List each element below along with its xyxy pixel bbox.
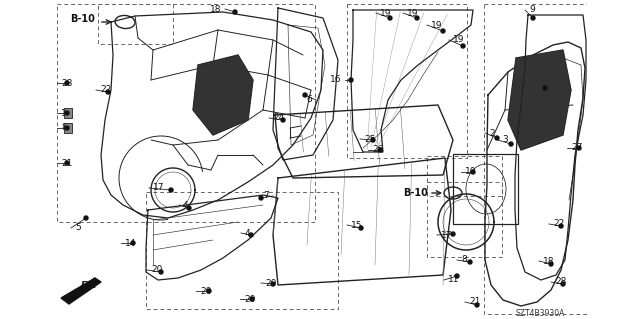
Text: 20: 20 xyxy=(200,286,211,295)
Text: 6: 6 xyxy=(307,95,312,105)
Circle shape xyxy=(441,29,445,33)
Circle shape xyxy=(549,262,553,266)
Circle shape xyxy=(131,241,135,245)
Text: 4: 4 xyxy=(183,201,189,210)
Text: 4: 4 xyxy=(245,228,251,238)
Circle shape xyxy=(249,233,253,237)
Circle shape xyxy=(65,111,69,115)
Circle shape xyxy=(561,282,565,286)
Text: 2: 2 xyxy=(489,129,495,137)
Bar xyxy=(64,108,72,118)
Circle shape xyxy=(233,10,237,14)
Circle shape xyxy=(250,297,254,301)
Text: 21: 21 xyxy=(469,298,481,307)
Text: 20: 20 xyxy=(265,278,276,287)
Text: 5: 5 xyxy=(75,224,81,233)
Circle shape xyxy=(451,232,455,236)
Bar xyxy=(427,182,502,257)
Circle shape xyxy=(468,260,472,264)
Circle shape xyxy=(415,16,419,20)
Text: 3: 3 xyxy=(502,136,508,145)
Polygon shape xyxy=(193,55,253,135)
Circle shape xyxy=(371,138,375,142)
Polygon shape xyxy=(508,50,571,150)
Text: 19: 19 xyxy=(380,9,392,18)
Circle shape xyxy=(531,16,535,20)
Bar xyxy=(98,4,173,44)
Text: FR.: FR. xyxy=(81,280,97,290)
Circle shape xyxy=(475,303,479,307)
Circle shape xyxy=(378,148,382,152)
Text: 17: 17 xyxy=(441,231,452,240)
Text: 18: 18 xyxy=(61,108,72,117)
Text: 8: 8 xyxy=(461,256,467,264)
Bar xyxy=(453,154,518,224)
Text: 21: 21 xyxy=(61,159,72,167)
Text: 16: 16 xyxy=(330,76,341,85)
Text: 19: 19 xyxy=(453,35,465,44)
Text: 19: 19 xyxy=(407,9,419,18)
Text: SZT4B3930A: SZT4B3930A xyxy=(515,308,564,317)
Circle shape xyxy=(187,206,191,210)
Bar xyxy=(427,156,502,196)
Circle shape xyxy=(169,188,173,192)
Circle shape xyxy=(559,224,563,228)
Text: 20: 20 xyxy=(151,265,163,275)
Text: 22: 22 xyxy=(100,85,111,94)
Text: 27: 27 xyxy=(571,144,582,152)
Text: B-10: B-10 xyxy=(70,14,95,24)
Circle shape xyxy=(259,196,263,200)
Circle shape xyxy=(106,90,110,94)
Circle shape xyxy=(471,170,475,174)
Text: 22: 22 xyxy=(553,219,564,228)
Circle shape xyxy=(461,44,465,48)
Circle shape xyxy=(65,126,69,130)
Text: 17: 17 xyxy=(153,183,164,192)
Text: 20: 20 xyxy=(244,294,255,303)
Circle shape xyxy=(65,81,69,85)
Bar xyxy=(453,154,518,224)
Text: 18: 18 xyxy=(209,4,221,13)
Text: 25: 25 xyxy=(364,135,376,144)
Text: 11: 11 xyxy=(448,276,460,285)
Text: 26: 26 xyxy=(372,145,383,154)
Text: 19: 19 xyxy=(431,20,442,29)
Text: 9: 9 xyxy=(529,5,535,14)
Polygon shape xyxy=(61,278,101,304)
Circle shape xyxy=(84,216,88,220)
Text: 28: 28 xyxy=(61,78,72,87)
Circle shape xyxy=(455,274,459,278)
Circle shape xyxy=(359,226,363,230)
Circle shape xyxy=(281,118,285,122)
Text: 14: 14 xyxy=(125,239,136,248)
Text: 24: 24 xyxy=(273,114,284,122)
Circle shape xyxy=(207,289,211,293)
Circle shape xyxy=(271,282,275,286)
Circle shape xyxy=(65,161,69,165)
Text: B-10: B-10 xyxy=(403,188,428,198)
Bar xyxy=(484,4,640,314)
Bar xyxy=(57,4,315,222)
Circle shape xyxy=(577,146,581,150)
Text: 28: 28 xyxy=(555,278,566,286)
Circle shape xyxy=(388,16,392,20)
Text: 10: 10 xyxy=(465,167,477,176)
Circle shape xyxy=(303,93,307,97)
Circle shape xyxy=(349,78,353,82)
Bar xyxy=(347,4,467,158)
Bar xyxy=(64,123,72,133)
Circle shape xyxy=(495,136,499,140)
Circle shape xyxy=(543,86,547,90)
Bar xyxy=(146,192,338,309)
Circle shape xyxy=(509,142,513,146)
Text: 23: 23 xyxy=(540,78,552,86)
Circle shape xyxy=(159,270,163,274)
Text: 7: 7 xyxy=(263,191,269,201)
Text: 15: 15 xyxy=(351,220,362,229)
Text: 8: 8 xyxy=(61,123,67,132)
Text: 18: 18 xyxy=(543,256,554,265)
